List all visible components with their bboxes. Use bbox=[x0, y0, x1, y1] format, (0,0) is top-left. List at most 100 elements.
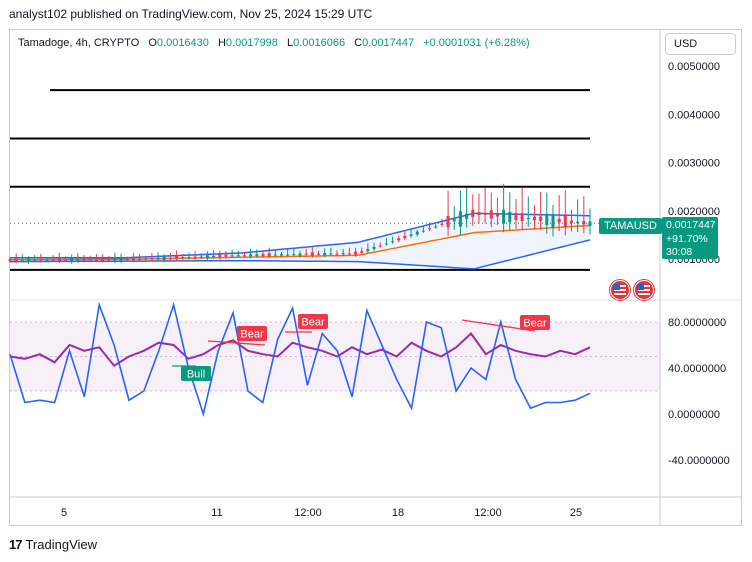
tradingview-logo[interactable]: 17 TradingView bbox=[9, 537, 97, 552]
candle-body bbox=[267, 253, 271, 257]
stoch-tick-label: -40.0000000 bbox=[668, 455, 730, 467]
candle-body bbox=[156, 257, 160, 260]
candle-body bbox=[532, 216, 536, 221]
high-field: H0.0017998 bbox=[217, 37, 278, 49]
candle-body bbox=[218, 254, 222, 258]
candle-body bbox=[94, 259, 98, 261]
candle-body bbox=[354, 251, 358, 255]
candle-body bbox=[255, 254, 259, 257]
candle-body bbox=[495, 214, 499, 217]
candle-body bbox=[526, 218, 530, 220]
tv-logo-icon: 17 bbox=[9, 537, 23, 552]
candle-body bbox=[286, 254, 290, 256]
candle-body bbox=[168, 257, 172, 259]
candle-body bbox=[446, 215, 450, 228]
candle-body bbox=[224, 254, 228, 257]
candle-body bbox=[70, 258, 74, 262]
price-tag: 0.0017447 +91.70% 30:08 bbox=[662, 217, 718, 259]
candle-body bbox=[298, 253, 302, 256]
bb-fill bbox=[10, 213, 590, 269]
time-tick-label: 12:00 bbox=[294, 507, 322, 519]
candle-body bbox=[175, 256, 179, 260]
price-tick-label: 0.0040000 bbox=[668, 109, 720, 121]
logo-text: TradingView bbox=[25, 537, 98, 552]
candle-body bbox=[39, 259, 43, 261]
bear-label-box bbox=[298, 314, 328, 329]
candle-body bbox=[483, 213, 487, 215]
candle-body bbox=[45, 259, 49, 261]
symbol-label: Tamadoge, 4h, CRYPTO bbox=[18, 37, 140, 49]
bull-label-box bbox=[181, 366, 211, 381]
candle-body bbox=[125, 259, 129, 261]
stoch-tick-label: 0.0000000 bbox=[668, 409, 720, 421]
ohlc-legend: Tamadoge, 4h, CRYPTO O0.0016430 H0.00179… bbox=[18, 37, 536, 49]
candle-body bbox=[471, 209, 475, 217]
candle-body bbox=[205, 255, 209, 259]
candle-body bbox=[131, 258, 135, 261]
time-tick-label: 25 bbox=[570, 507, 582, 519]
candle-body bbox=[76, 259, 80, 261]
candle-body bbox=[539, 216, 543, 222]
us-flag-icon[interactable] bbox=[610, 280, 630, 300]
candle-body bbox=[372, 246, 376, 250]
bb-lower-line bbox=[10, 239, 591, 270]
candle-body bbox=[279, 253, 283, 256]
candle-body bbox=[101, 258, 105, 261]
candle-body bbox=[489, 210, 493, 219]
candle-body bbox=[138, 259, 142, 261]
candle-body bbox=[187, 257, 191, 259]
candle-body bbox=[508, 211, 512, 223]
candle-body bbox=[452, 219, 456, 222]
time-tick-label: 5 bbox=[61, 507, 67, 519]
candle-body bbox=[64, 259, 68, 261]
candle-body bbox=[502, 209, 506, 224]
candle-body bbox=[563, 214, 567, 227]
candle-body bbox=[20, 259, 24, 261]
candle-body bbox=[514, 213, 518, 221]
candle-body bbox=[144, 258, 148, 260]
us-flag-icon[interactable] bbox=[634, 280, 654, 300]
candle-body bbox=[588, 221, 592, 226]
candle-body bbox=[415, 231, 419, 235]
candle-body bbox=[249, 254, 253, 257]
candle-body bbox=[310, 252, 314, 256]
candle-body bbox=[366, 248, 370, 252]
candle-body bbox=[465, 213, 469, 219]
chart-frame bbox=[9, 29, 742, 526]
close-field: C0.0017447 bbox=[354, 37, 415, 49]
bear-label: Bear bbox=[240, 329, 264, 341]
candle-body bbox=[181, 257, 185, 259]
candle-body bbox=[162, 256, 166, 261]
candle-body bbox=[57, 258, 61, 262]
candle-body bbox=[150, 258, 154, 260]
candle-body bbox=[113, 258, 117, 262]
candle-body bbox=[8, 259, 12, 261]
candle-body bbox=[440, 223, 444, 225]
candle-body bbox=[341, 253, 345, 255]
candle-body bbox=[292, 254, 296, 256]
stoch-k-line bbox=[9, 301, 591, 417]
stoch-tick-label: 80.0000000 bbox=[668, 317, 726, 329]
candle-body bbox=[421, 230, 425, 232]
candle-body bbox=[335, 253, 339, 255]
ticker-tag: TAMAUSD bbox=[599, 218, 662, 234]
candle-body bbox=[384, 243, 388, 245]
bear-label-box bbox=[520, 315, 550, 330]
currency-selector[interactable]: USD bbox=[665, 33, 736, 55]
candle-body bbox=[107, 259, 111, 261]
time-tick-label: 18 bbox=[392, 507, 404, 519]
time-tick-label: 12:00 bbox=[474, 507, 502, 519]
candle-body bbox=[434, 226, 438, 228]
candle-body bbox=[14, 258, 18, 262]
stoch-tick-label: 40.0000000 bbox=[668, 363, 726, 375]
candle-body bbox=[212, 255, 216, 257]
price-tick-label: 0.0030000 bbox=[668, 158, 720, 170]
bear-label-box bbox=[237, 326, 267, 341]
event-flags bbox=[610, 280, 658, 305]
candle-body bbox=[557, 218, 561, 223]
open-field: O0.0016430 bbox=[148, 37, 209, 49]
candle-body bbox=[199, 256, 203, 258]
candle-body bbox=[569, 220, 573, 223]
candle-body bbox=[27, 258, 31, 262]
